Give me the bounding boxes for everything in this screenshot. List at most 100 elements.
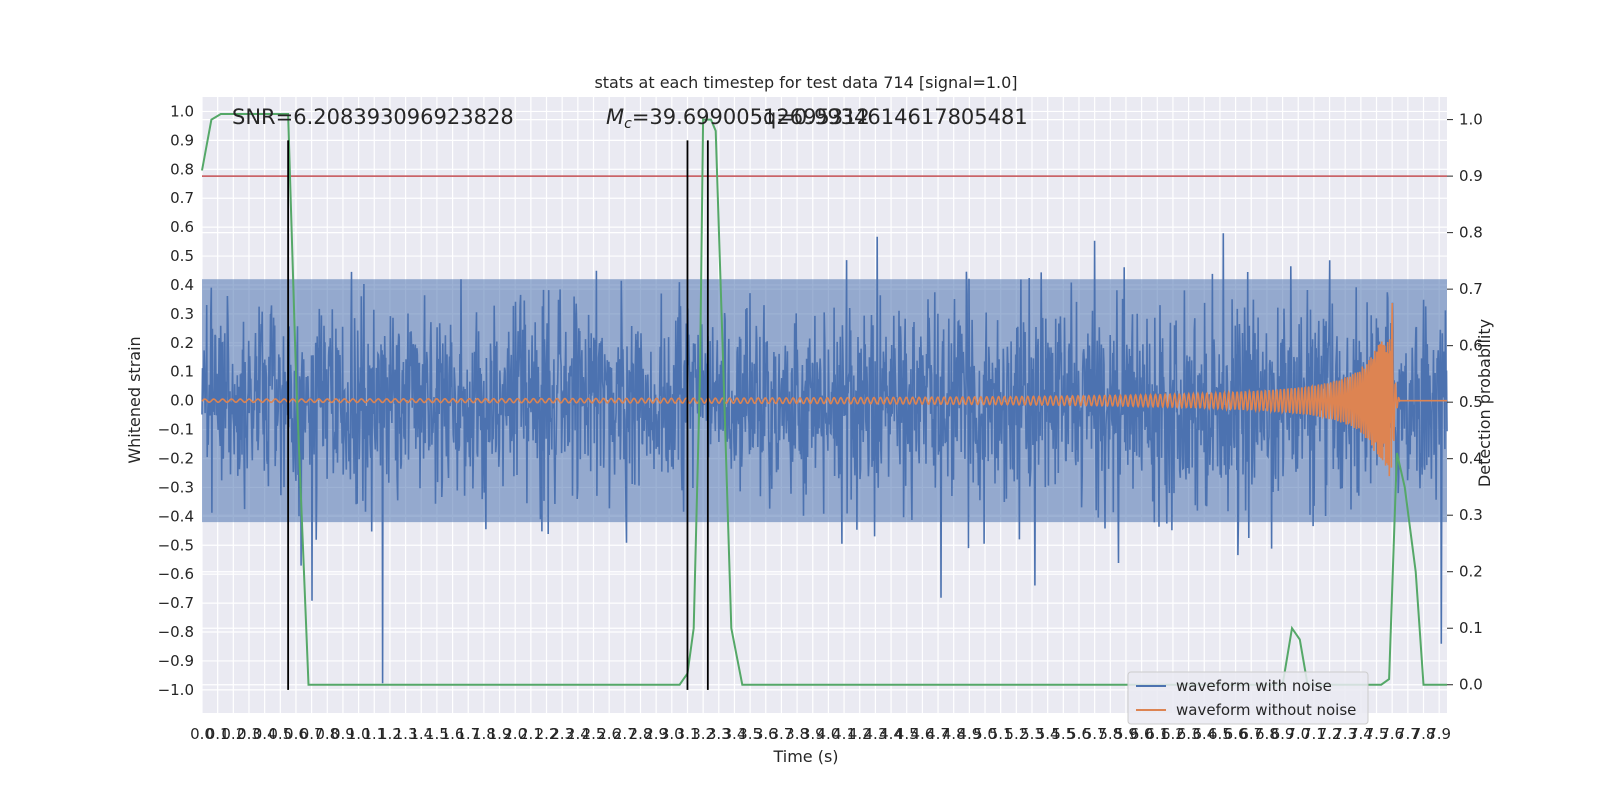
data-layer (201, 113, 1448, 686)
y-axis-label: Whitened strain (125, 336, 144, 463)
x-tick-label: 4.4 (879, 725, 903, 743)
x-tick-label: 5.7 (1083, 725, 1107, 743)
y-tick-label: −0.8 (158, 623, 194, 641)
y-tick-label: −0.5 (158, 536, 194, 554)
x-tick-label: 5.9 (1114, 725, 1138, 743)
y-tick-label: 0.1 (170, 363, 194, 381)
y-ticks: 1.0 0.9 0.8 0.7 0.6 0.5 0.4 0.3 0.2 0.1 0.0 −0.1 −0.… (158, 102, 194, 698)
y-tick-label: 0.4 (170, 276, 194, 294)
x-tick-label: 3.3 (707, 725, 731, 743)
x-tick-label: 4.7 (926, 725, 950, 743)
x-tick-label: 2.0 (503, 725, 527, 743)
legend-entry-clean: waveform without noise (1176, 701, 1356, 719)
x-tick-label: 3.8 (785, 725, 809, 743)
chart-title: stats at each timestep for test data 714… (594, 73, 1017, 92)
y-tick-label: 0.6 (170, 218, 194, 236)
x-tick-label: 1.0 (347, 725, 371, 743)
y-tick-label: −0.6 (158, 565, 194, 583)
x-tick-label: 2.1 (519, 725, 543, 743)
x-tick-label: 0.0 (190, 725, 214, 743)
x-tick-label: 4.5 (895, 725, 919, 743)
x-tick-label: 5.8 (1098, 725, 1122, 743)
legend: waveform with noise waveform without noi… (1127, 671, 1369, 725)
y-tick-label: −0.9 (158, 652, 194, 670)
mc-subscript: c (624, 116, 632, 132)
x-tick-label: 3.9 (801, 725, 825, 743)
x-tick-label: 5.1 (989, 725, 1013, 743)
x-tick-label: 4.8 (942, 725, 966, 743)
x-tick-label: 7.4 (1349, 725, 1373, 743)
x-tick-label: 2.9 (644, 725, 668, 743)
x-tick-label: 1.8 (472, 725, 496, 743)
x-tick-label: 0.3 (237, 725, 261, 743)
x-axis-label: Time (s) (772, 747, 838, 766)
x-tick-label: 7.8 (1412, 725, 1436, 743)
series-detection-probability (201, 113, 1447, 686)
y-tick-label: 0.3 (170, 305, 194, 323)
x-tick-label: 4.1 (832, 725, 856, 743)
x-tick-label: 2.3 (550, 725, 574, 743)
x-tick-label: 0.7 (300, 725, 324, 743)
x-tick-label: 0.6 (284, 725, 308, 743)
x-tick-label: 5.0 (973, 725, 997, 743)
x-tick-label: 3.2 (691, 725, 715, 743)
x-tick-label: 6.2 (1161, 725, 1185, 743)
x-tick-label: 0.2 (221, 725, 245, 743)
x-tick-label: 6.9 (1271, 725, 1295, 743)
x-tick-label: 6.4 (1192, 725, 1216, 743)
x-tick-label: 6.1 (1145, 725, 1169, 743)
q-annotation: q=0.9934614617805481 (763, 105, 1028, 129)
snr-annotation: SNR=6.208393096923828 (232, 105, 514, 129)
y2-tick-label: 0.2 (1459, 563, 1483, 581)
x-tick-label: 5.6 (1067, 725, 1091, 743)
y2-tick-label: 0.0 (1459, 676, 1483, 694)
y-tick-label: 0.5 (170, 247, 194, 265)
x-tick-label: 7.0 (1286, 725, 1310, 743)
x-tick-label: 1.4 (409, 725, 433, 743)
x-tick-label: 3.4 (723, 725, 747, 743)
y-tick-label: −1.0 (158, 681, 194, 699)
y2-tick-label: 0.9 (1459, 167, 1483, 185)
x-tick-label: 7.1 (1302, 725, 1326, 743)
x-ticks: 0.00.10.20.30.40.50.60.70.80.91.01.11.21… (190, 725, 1451, 743)
x-tick-label: 3.6 (754, 725, 778, 743)
x-tick-label: 3.1 (676, 725, 700, 743)
x-tick-label: 2.8 (629, 725, 653, 743)
legend-entry-noise: waveform with noise (1176, 677, 1332, 695)
x-tick-label: 6.3 (1177, 725, 1201, 743)
x-tick-label: 2.2 (535, 725, 559, 743)
y2-tick-label: 0.4 (1459, 450, 1483, 468)
x-tick-label: 7.2 (1318, 725, 1342, 743)
y2-tick-label: 0.3 (1459, 506, 1483, 524)
legend-box (1127, 671, 1369, 725)
y-tick-label: 0.2 (170, 334, 194, 352)
x-tick-label: 1.2 (378, 725, 402, 743)
x-tick-label: 6.0 (1130, 725, 1154, 743)
x-tick-label: 2.7 (613, 725, 637, 743)
y2-axis-label: Detection probability (1475, 319, 1494, 487)
x-tick-label: 3.7 (770, 725, 794, 743)
x-tick-label: 1.9 (488, 725, 512, 743)
y-tick-label: 0.0 (170, 392, 194, 410)
x-tick-label: 0.1 (206, 725, 230, 743)
x-tick-label: 0.8 (315, 725, 339, 743)
y-tick-label: −0.4 (158, 507, 194, 525)
x-tick-label: 3.0 (660, 725, 684, 743)
x-tick-label: 0.4 (253, 725, 277, 743)
y-tick-label: −0.2 (158, 450, 194, 468)
y-tick-label: −0.7 (158, 594, 194, 612)
x-tick-label: 2.6 (597, 725, 621, 743)
x-tick-label: 6.5 (1208, 725, 1232, 743)
x-tick-label: 1.5 (425, 725, 449, 743)
x-tick-label: 5.2 (1004, 725, 1028, 743)
y2-tick-label: 0.6 (1459, 337, 1483, 355)
x-tick-label: 2.4 (566, 725, 590, 743)
x-tick-label: 7.7 (1396, 725, 1420, 743)
x-tick-label: 1.6 (441, 725, 465, 743)
mc-value: =39.69900512695312 (632, 105, 870, 129)
x-tick-label: 5.4 (1036, 725, 1060, 743)
x-tick-label: 1.7 (456, 725, 480, 743)
y-tick-label: 1.0 (170, 102, 194, 120)
x-tick-label: 3.5 (738, 725, 762, 743)
y2-tick-label: 0.7 (1459, 280, 1483, 298)
